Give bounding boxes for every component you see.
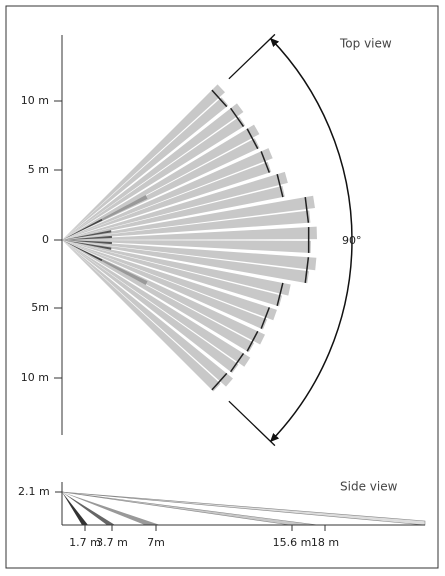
side-beam xyxy=(62,492,115,525)
angle-edge xyxy=(228,33,276,80)
top-view xyxy=(62,33,353,447)
beam xyxy=(62,240,251,367)
beam-tip xyxy=(230,352,245,373)
beam-tip xyxy=(304,257,310,283)
side-beam xyxy=(62,492,88,525)
mid-beam xyxy=(101,195,148,221)
beam xyxy=(62,97,229,240)
short-beam xyxy=(62,230,112,240)
beam xyxy=(62,240,311,254)
beam xyxy=(62,195,315,240)
y-label: 5m xyxy=(31,301,49,314)
beam xyxy=(62,240,317,271)
angle-arc xyxy=(269,37,280,48)
beam-tip xyxy=(260,151,271,173)
beam-tip xyxy=(260,307,271,329)
angle-arc xyxy=(269,38,353,443)
top-view-title: Top view xyxy=(339,37,392,51)
beam xyxy=(62,161,272,240)
beam-tip xyxy=(230,107,245,128)
beam-tip xyxy=(211,89,228,108)
y-label: 10 m xyxy=(21,94,49,107)
side-beam xyxy=(62,492,160,525)
x-label: 18 m xyxy=(311,536,339,549)
beam xyxy=(62,240,255,353)
x-label: 15.6 m xyxy=(273,536,312,549)
beam xyxy=(62,240,310,284)
beam xyxy=(62,124,260,240)
x-label: 1.7 m xyxy=(69,536,101,549)
frame xyxy=(5,5,439,569)
x-labels: 1.7 m3.7 m 7m 15.6 m 18 m xyxy=(69,525,339,549)
beam-tip xyxy=(304,197,310,223)
beam-tip xyxy=(246,330,259,352)
beam xyxy=(62,240,268,330)
height-label: 2.1 m xyxy=(18,485,50,498)
beam xyxy=(62,185,285,240)
angle-edge xyxy=(228,400,276,447)
short-beam xyxy=(62,235,112,240)
beam xyxy=(62,103,244,240)
beam-tip xyxy=(276,282,284,306)
y-label: 0 xyxy=(42,233,49,246)
side-beam xyxy=(61,491,426,526)
beam-tip xyxy=(246,128,259,150)
short-beam xyxy=(62,240,112,245)
y-labels: 10 m 5 m 0 5m 10 m xyxy=(21,94,62,384)
y-label: 10 m xyxy=(21,371,49,384)
mid-beam xyxy=(101,259,148,285)
beam xyxy=(62,226,317,240)
beam xyxy=(62,240,233,387)
side-view-title: Side view xyxy=(340,480,398,494)
beam xyxy=(62,116,246,240)
side-view xyxy=(55,482,426,526)
short-beam xyxy=(62,218,103,240)
short-beam xyxy=(62,240,103,262)
x-label: 7m xyxy=(147,536,165,549)
beam xyxy=(62,148,273,240)
angle-label: 90° xyxy=(342,234,362,247)
beam xyxy=(62,84,225,240)
beam xyxy=(62,240,221,392)
beam xyxy=(62,210,311,240)
beam xyxy=(62,171,288,240)
x-label: 3.7 m xyxy=(96,536,128,549)
short-beam xyxy=(62,240,112,250)
beam-tip xyxy=(211,372,228,391)
beam-tip xyxy=(276,174,284,198)
beam xyxy=(62,240,283,307)
beam xyxy=(62,240,239,373)
beam xyxy=(62,240,277,321)
y-label: 5 m xyxy=(28,163,49,176)
beam xyxy=(62,240,291,296)
